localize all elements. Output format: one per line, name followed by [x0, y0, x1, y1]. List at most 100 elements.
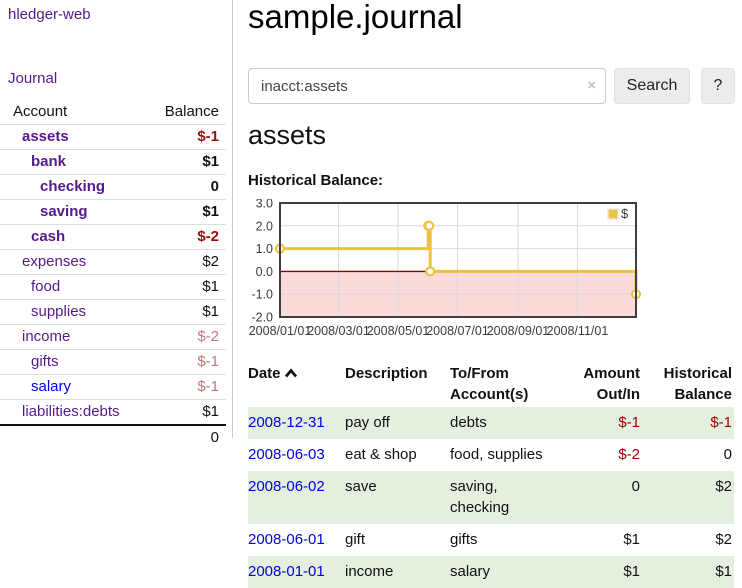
- transaction-amount: $-1: [618, 414, 640, 431]
- transaction-balance: $-1: [710, 414, 732, 431]
- account-balance: $1: [139, 299, 226, 325]
- account-row: liabilities:debts $1: [0, 399, 226, 425]
- legend-label: $: [621, 206, 629, 221]
- accounts-total-spacer: [0, 424, 140, 450]
- account-link-liabilities-debts[interactable]: liabilities:debts: [22, 403, 120, 420]
- transaction-accounts: saving, checking: [450, 478, 510, 516]
- account-link-income[interactable]: income: [22, 328, 71, 345]
- transaction-date-link[interactable]: 2008-06-02: [248, 478, 325, 495]
- account-balance: $1: [139, 149, 226, 175]
- account-row: supplies $1: [0, 299, 226, 325]
- account-link-cash[interactable]: cash: [31, 228, 66, 245]
- main-content: sample.journal × Search ? assets Histori…: [245, 0, 735, 588]
- transaction-date-link[interactable]: 2008-06-01: [248, 531, 325, 548]
- account-link-saving[interactable]: saving: [40, 203, 88, 220]
- search-button[interactable]: Search: [614, 68, 690, 104]
- account-name-cell: income: [0, 324, 140, 350]
- transaction-date-link[interactable]: 2008-01-01: [248, 563, 325, 580]
- sort-asc-icon: [284, 368, 297, 378]
- account-name-cell: supplies: [0, 299, 140, 325]
- transaction-description: save: [345, 478, 377, 495]
- account-balance: 0: [139, 174, 226, 200]
- account-link-bank[interactable]: bank: [31, 153, 67, 170]
- account-row: assets $-1: [0, 124, 226, 150]
- table-row: 2008-06-01 gift gifts $1 $2: [248, 524, 734, 556]
- account-link-expenses[interactable]: expenses: [22, 253, 87, 270]
- transaction-description: eat & shop: [345, 446, 417, 463]
- account-row: income $-2: [0, 324, 226, 350]
- account-row: salary $-1: [0, 374, 226, 400]
- account-balance: $-1: [139, 124, 226, 150]
- account-balance: $-2: [139, 224, 226, 250]
- account-link-salary[interactable]: salary: [31, 378, 72, 395]
- account-link-checking[interactable]: checking: [40, 178, 106, 195]
- historical-balance-chart: $3.0 2.0 1.0 0.0 -1.0 -2.0 2008/01/01 2008/03/0…: [245, 197, 735, 345]
- brand-link[interactable]: hledger-web: [8, 6, 91, 23]
- account-heading: assets: [248, 120, 327, 150]
- account-row: checking 0: [0, 174, 226, 200]
- transaction-accounts: food, supplies: [450, 446, 543, 463]
- search-input[interactable]: [248, 68, 606, 104]
- column-header-amount: Amount Out/In: [583, 365, 640, 403]
- transaction-date-cell: 2008-12-31: [248, 407, 345, 439]
- sidebar: hledger-web Journal Account Balance asse…: [0, 0, 233, 450]
- accounts-table: Account Balance assets $-1 bank $1 checking 0…: [0, 100, 226, 450]
- transaction-date-cell: 2008-06-01: [248, 524, 345, 556]
- account-link-supplies[interactable]: supplies: [31, 303, 87, 320]
- table-row: 2008-12-31 pay off debts $-1 $-1: [248, 407, 734, 439]
- column-header-accounts: To/From Account(s): [450, 365, 529, 403]
- page-title: sample.journal: [248, 0, 463, 35]
- account-balance: $-1: [139, 349, 226, 375]
- transaction-date-link[interactable]: 2008-06-03: [248, 446, 325, 463]
- column-header-balance: Historical Balance: [663, 365, 732, 403]
- chart-title: Historical Balance:: [248, 172, 384, 189]
- transaction-amount: 0: [631, 478, 640, 495]
- account-row: saving $1: [0, 199, 226, 225]
- x-tick-label: 2008/09/01: [487, 324, 550, 338]
- transaction-date-cell: 2008-01-01: [248, 556, 345, 588]
- transaction-amount: $1: [623, 563, 640, 580]
- transaction-date-link[interactable]: 2008-12-31: [248, 414, 325, 431]
- data-point: [424, 220, 435, 231]
- account-name-cell: liabilities:debts: [0, 399, 140, 425]
- column-header-description: Description: [345, 365, 428, 382]
- data-point: [425, 266, 436, 277]
- register-body: 2008-12-31 pay off debts $-1 $-1 2008-06-03 ea…: [248, 407, 734, 588]
- accounts-header-row: Account Balance: [0, 100, 226, 125]
- table-row: 2008-01-01 income salary $1 $1: [248, 556, 734, 588]
- sidebar-item-journal[interactable]: Journal: [8, 70, 58, 87]
- transaction-description: income: [345, 563, 394, 580]
- transaction-balance: $2: [715, 531, 732, 548]
- y-tick-label: -1.0: [251, 288, 273, 302]
- account-row: bank $1: [0, 149, 226, 175]
- plot-frame: [279, 202, 637, 318]
- register-table: Date Description To/From Account(s) Amou…: [248, 362, 734, 588]
- transaction-amount: $-2: [618, 446, 640, 463]
- transaction-description: pay off: [345, 414, 390, 431]
- y-tick-label: 1.0: [256, 242, 273, 256]
- column-header-date[interactable]: Date: [248, 362, 345, 407]
- clear-search-icon[interactable]: ×: [587, 77, 596, 94]
- account-balance: $1: [139, 274, 226, 300]
- account-row: expenses $2: [0, 249, 226, 275]
- y-tick-label: 0.0: [256, 265, 273, 279]
- x-tick-label: 2008/01/01: [249, 324, 312, 338]
- account-balance: $2: [139, 249, 226, 275]
- balance-line-chart: $3.0 2.0 1.0 0.0 -1.0 -2.02008/01/012008/03/0…: [249, 197, 642, 338]
- register-header-row: Date Description To/From Account(s) Amou…: [248, 362, 734, 407]
- transaction-description: gift: [345, 531, 366, 548]
- transaction-date-cell: 2008-06-03: [248, 439, 345, 471]
- account-name-cell: salary: [0, 374, 140, 400]
- x-tick-label: 2008/05/01: [367, 324, 430, 338]
- account-name-cell: saving: [0, 199, 140, 225]
- account-link-food[interactable]: food: [31, 278, 61, 295]
- help-button[interactable]: ?: [701, 68, 735, 104]
- transaction-balance: $1: [715, 563, 732, 580]
- y-tick-label: 3.0: [256, 199, 273, 211]
- account-name-cell: checking: [0, 174, 140, 200]
- account-link-gifts[interactable]: gifts: [31, 353, 59, 370]
- table-row: 2008-06-02 save saving, checking 0 $2: [248, 471, 734, 524]
- account-link-assets[interactable]: assets: [22, 128, 69, 145]
- x-tick-label: 2008/07/01: [426, 324, 489, 338]
- transaction-balance: 0: [723, 446, 732, 463]
